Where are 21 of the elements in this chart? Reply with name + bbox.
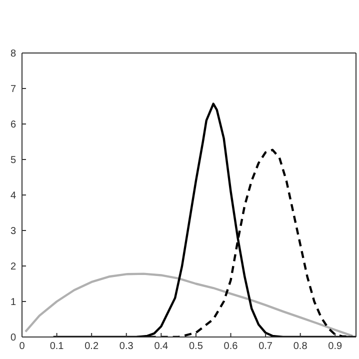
x-tick-label: 0.1 bbox=[50, 341, 64, 352]
y-tick-label: 5 bbox=[10, 155, 16, 166]
y-tick-label: 1 bbox=[10, 297, 16, 308]
x-tick-label: 0 bbox=[19, 341, 26, 352]
y-tick-label: 3 bbox=[10, 226, 16, 238]
x-tick-label: 0.8 bbox=[293, 341, 308, 352]
line-series bbox=[24, 272, 354, 337]
y-tick-label: 2 bbox=[10, 262, 16, 273]
y-tick-label: 6 bbox=[10, 120, 16, 131]
y-tick-label: 0 bbox=[10, 332, 16, 344]
line-series bbox=[52, 102, 356, 337]
x-tick-label: 0.5 bbox=[189, 341, 204, 352]
x-tick-label: 0.2 bbox=[84, 341, 99, 352]
x-tick-label: 0.6 bbox=[224, 341, 238, 352]
x-tick-label: 0.7 bbox=[258, 341, 273, 352]
x-tick-label: 0.9 bbox=[328, 341, 343, 352]
y-tick-label: 8 bbox=[10, 48, 16, 60]
x-tick-label: 0.4 bbox=[154, 341, 169, 352]
y-tick-label: 7 bbox=[10, 84, 16, 96]
y-tick-label: 4 bbox=[10, 190, 16, 202]
x-tick-label: 0.3 bbox=[119, 341, 134, 352]
